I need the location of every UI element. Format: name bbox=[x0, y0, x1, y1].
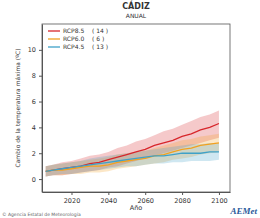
y-tick: 4 bbox=[32, 124, 42, 132]
legend: RCP8.5 ( 14 ) RCP6.0 ( 6 ) RCP4.5 ( 13 ) bbox=[48, 27, 108, 50]
x-tick-label: 2020 bbox=[64, 197, 81, 205]
x-tick-mark bbox=[219, 192, 220, 195]
series-line bbox=[46, 152, 219, 171]
x-tick-mark bbox=[145, 192, 146, 195]
x-axis-title: Año bbox=[130, 204, 143, 212]
y-tick-label: 6 bbox=[32, 98, 36, 106]
plot-frame bbox=[42, 24, 230, 192]
y-tick-label: 8 bbox=[32, 72, 36, 80]
y-tick: 0 bbox=[32, 176, 42, 184]
y-tick-mark bbox=[39, 76, 42, 77]
x-tick: 2040 bbox=[101, 192, 118, 205]
y-tick-label: 10 bbox=[28, 46, 36, 54]
y-tick-mark bbox=[39, 127, 42, 128]
chart: CÁDIZANUAL 2020 2040 2060 2080 2100 0 2 4 6 8 10 Año… bbox=[0, 0, 260, 218]
subtitle: ANUAL bbox=[126, 12, 147, 19]
uncertainty-band bbox=[46, 143, 219, 177]
x-tick: 2020 bbox=[64, 192, 81, 205]
legend-swatch bbox=[48, 46, 60, 47]
y-tick-mark bbox=[39, 102, 42, 103]
x-tick: 2080 bbox=[174, 192, 191, 205]
x-tick-mark bbox=[108, 192, 109, 195]
x-axis-line bbox=[43, 192, 231, 193]
x-tick-mark bbox=[71, 192, 72, 195]
uncertainty-band bbox=[46, 134, 219, 177]
x-tick: 2060 bbox=[137, 192, 154, 205]
data-layer bbox=[46, 111, 219, 177]
source: © Agencia Estatal de Meteorología bbox=[2, 212, 81, 217]
x-tick-label: 2040 bbox=[101, 197, 118, 205]
y-tick-mark bbox=[39, 153, 42, 154]
legend-swatch bbox=[48, 30, 60, 31]
legend-label: RCP6.0 bbox=[63, 35, 84, 42]
series-line bbox=[46, 143, 219, 171]
y-tick-label: 0 bbox=[32, 176, 36, 184]
x-tick: 2100 bbox=[211, 192, 228, 205]
x-tick-mark bbox=[182, 192, 183, 195]
plot-area bbox=[42, 24, 230, 192]
y-axis-line bbox=[42, 25, 43, 193]
y-tick: 2 bbox=[32, 150, 42, 158]
series-line bbox=[46, 124, 219, 172]
y-tick-mark bbox=[39, 50, 42, 51]
y-axis: 0 2 4 6 8 10 bbox=[28, 25, 43, 193]
x-tick-label: 2080 bbox=[174, 197, 191, 205]
y-tick-label: 4 bbox=[32, 124, 36, 132]
x-axis: 2020 2040 2060 2080 2100 bbox=[43, 192, 231, 205]
legend-label: RCP8.5 bbox=[63, 27, 84, 34]
legend-count: ( 13 ) bbox=[92, 43, 108, 50]
logo: AEMet bbox=[229, 206, 257, 216]
y-axis-title: Cambio de la temperatura máxima (ºC) bbox=[14, 48, 22, 167]
legend-label: RCP4.5 bbox=[63, 43, 84, 50]
legend-count: ( 6 ) bbox=[92, 35, 104, 42]
x-tick-label: 2100 bbox=[211, 197, 228, 205]
y-tick: 10 bbox=[28, 46, 42, 54]
y-tick: 8 bbox=[32, 72, 42, 80]
legend-swatch bbox=[48, 38, 60, 39]
title: CÁDIZ bbox=[122, 0, 150, 11]
y-tick-mark bbox=[39, 179, 42, 180]
y-tick-label: 2 bbox=[32, 150, 36, 158]
uncertainty-band bbox=[46, 111, 219, 177]
y-tick: 6 bbox=[32, 98, 42, 106]
legend-count: ( 14 ) bbox=[92, 27, 108, 34]
